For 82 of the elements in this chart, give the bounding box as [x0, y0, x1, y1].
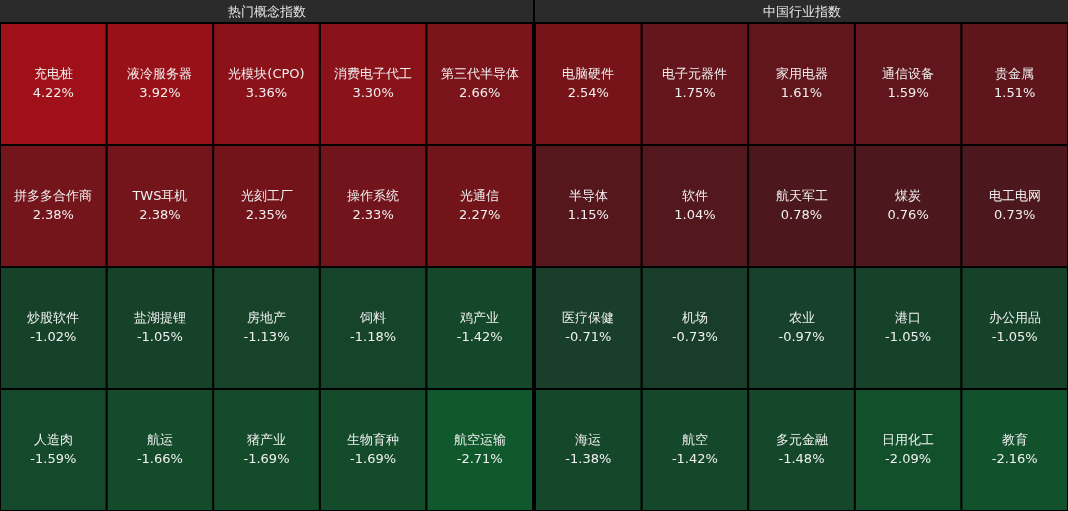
- data-label: 3.92%: [139, 85, 181, 100]
- data-label: 1.04%: [674, 207, 716, 222]
- text: 热门概念指数: [227, 4, 306, 19]
- category-label: 教育: [1001, 432, 1028, 447]
- data-label: 3.36%: [245, 85, 288, 100]
- data-label: 0.78%: [780, 207, 823, 222]
- category-label: 光模块(CPO): [228, 66, 305, 81]
- data-label: -1.05%: [885, 329, 932, 344]
- category-label: 炒股软件: [27, 310, 80, 325]
- data-label: 1.59%: [887, 85, 929, 100]
- category-label: 航空运输: [453, 432, 506, 447]
- category-label: 生物育种: [347, 432, 400, 447]
- category-label: 多元金融: [775, 432, 828, 447]
- category-label: 农业: [788, 310, 815, 325]
- category-label: 猪产业: [247, 432, 286, 447]
- data-label: -1.05%: [991, 329, 1038, 344]
- data-label: -1.69%: [350, 451, 397, 466]
- category-label: 医疗保健: [562, 310, 615, 325]
- data-label: -1.02%: [30, 329, 77, 344]
- data-label: -2.71%: [456, 451, 503, 466]
- category-label: 软件: [681, 188, 708, 203]
- data-label: -1.69%: [243, 451, 290, 466]
- data-label: 2.33%: [352, 207, 394, 222]
- category-label: 液冷服务器: [127, 66, 193, 81]
- category-label: 家用电器: [775, 66, 828, 81]
- category-label: 航天军工: [775, 188, 828, 203]
- category-label: 消费电子代工: [334, 66, 413, 81]
- data-label: 1.51%: [994, 85, 1036, 100]
- category-label: 日用化工: [882, 432, 935, 447]
- category-label: 半导体: [568, 188, 608, 203]
- category-label: 房地产: [247, 310, 286, 325]
- data-label: -1.66%: [136, 451, 183, 466]
- data-label: -2.16%: [991, 451, 1038, 466]
- data-label: 2.66%: [459, 85, 501, 100]
- category-label: 饲料: [359, 310, 387, 325]
- category-label: 煤炭: [895, 188, 922, 203]
- data-label: 2.38%: [32, 207, 74, 222]
- data-label: -1.05%: [136, 329, 183, 344]
- category-label: 航运: [146, 432, 173, 447]
- data-label: -1.48%: [778, 451, 825, 466]
- data-label: -1.38%: [565, 451, 612, 466]
- category-label: 光通信: [460, 188, 500, 203]
- category-label: 航空: [681, 432, 708, 447]
- data-label: 3.30%: [352, 85, 394, 100]
- data-label: -2.09%: [885, 451, 932, 466]
- data-label: 1.75%: [674, 85, 716, 100]
- category-label: 办公用品: [988, 310, 1041, 325]
- data-label: 2.38%: [139, 207, 181, 222]
- data-label: 0.76%: [887, 207, 929, 222]
- category-label: 贵金属: [995, 66, 1035, 81]
- data-label: 0.73%: [994, 207, 1036, 222]
- category-label: 操作系统: [347, 188, 400, 203]
- category-label: 港口: [895, 310, 922, 325]
- category-label: 光刻工厂: [240, 188, 293, 203]
- category-label: 电脑硬件: [562, 66, 615, 81]
- data-label: -0.73%: [671, 329, 718, 344]
- category-label: 人造肉: [33, 432, 73, 447]
- category-label: 通信设备: [882, 66, 935, 81]
- category-label: 机场: [681, 310, 708, 325]
- data-label: -0.97%: [778, 329, 825, 344]
- category-label: 电工电网: [988, 188, 1041, 203]
- category-label: 鸡产业: [459, 310, 500, 325]
- category-label: 充电桩: [33, 66, 73, 81]
- data-label: 1.61%: [780, 85, 823, 100]
- category-label: 海运: [575, 432, 602, 447]
- data-label: 4.22%: [32, 85, 74, 100]
- data-label: -1.18%: [350, 329, 397, 344]
- data-label: -1.42%: [671, 451, 718, 466]
- category-label: 第三代半导体: [440, 66, 519, 81]
- data-label: -1.59%: [30, 451, 77, 466]
- data-label: -0.71%: [565, 329, 612, 344]
- text: 中国行业指数: [762, 4, 841, 19]
- data-label: 2.27%: [459, 207, 501, 222]
- data-label: -1.42%: [456, 329, 503, 344]
- data-label: 2.35%: [245, 207, 288, 222]
- data-label: -1.13%: [243, 329, 290, 344]
- data-label: 1.15%: [567, 207, 609, 222]
- category-label: 电子元器件: [662, 66, 728, 81]
- data-label: 2.54%: [567, 85, 609, 100]
- category-label: 盐湖提锂: [133, 310, 186, 325]
- category-label: TWS耳机: [131, 188, 188, 203]
- category-label: 拼多多合作商: [14, 188, 93, 203]
